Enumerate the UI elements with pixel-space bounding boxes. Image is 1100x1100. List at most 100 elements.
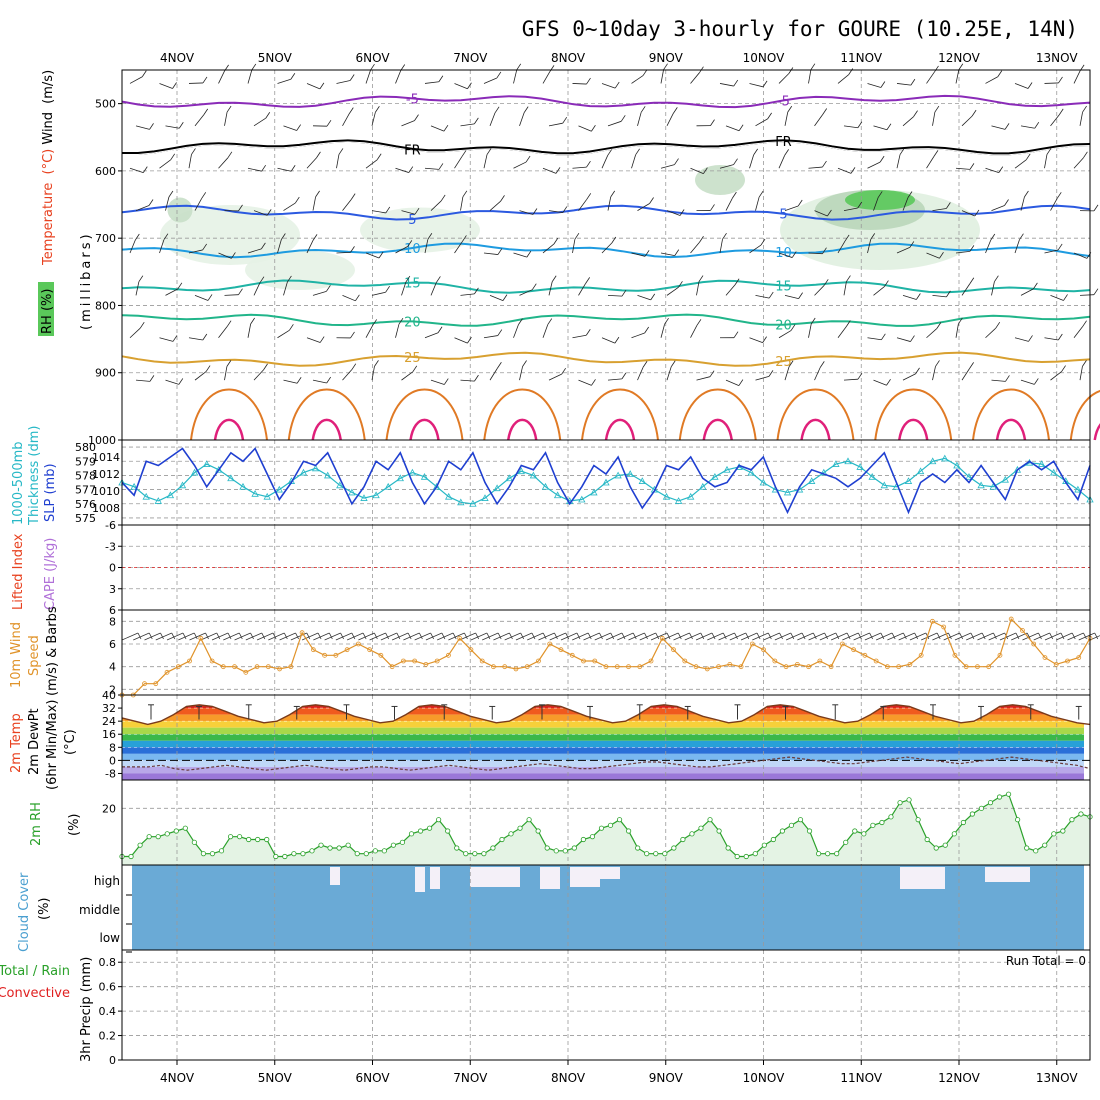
- wind-barb: [1079, 294, 1095, 296]
- wind10m-barb: [189, 632, 206, 641]
- rh2m-point: [1060, 828, 1066, 834]
- wind-barb: [1020, 379, 1035, 385]
- wind10m-barb-flag: [993, 632, 997, 640]
- wind-barb: [1079, 366, 1083, 381]
- wind-barb-flag: [374, 360, 379, 367]
- wind10m-barb-flag: [700, 632, 705, 640]
- rh2m-point: [318, 842, 324, 848]
- thickness-point: [311, 464, 320, 472]
- wind-barb: [725, 125, 740, 132]
- wind10m-barb-flag: [666, 632, 671, 640]
- wind10m-point: [862, 652, 868, 658]
- wind10m-barb-flag: [385, 632, 389, 640]
- wind-barb-flag: [762, 80, 768, 88]
- wind-barb: [784, 366, 790, 381]
- wind10m-point: [468, 647, 474, 653]
- wind-barb: [365, 252, 380, 259]
- wind-barb: [483, 335, 498, 339]
- wind-barb: [1020, 196, 1025, 211]
- wind-barb-flag: [414, 114, 419, 121]
- wind10m-barb-flag: [340, 632, 344, 640]
- wind10m-tick-2: 2: [109, 683, 116, 696]
- wind10m-barb-flag: [711, 632, 716, 640]
- wind10m-barb: [256, 632, 274, 641]
- wind-barb-flag: [1004, 199, 1009, 206]
- wind-barb-flag: [936, 322, 942, 329]
- wind-barb-flag: [969, 277, 975, 284]
- wind-barb-flag: [946, 202, 951, 209]
- wind-barb-flag: [1082, 320, 1087, 327]
- wind-barb: [159, 159, 171, 169]
- upper-tick-1000: 1000: [88, 434, 116, 447]
- thickness-line: [121, 457, 1091, 505]
- wind-barb: [371, 366, 375, 381]
- wind10m-point: [310, 647, 316, 653]
- wind-barb-flag: [822, 247, 827, 254]
- temp-contour-35: [604, 418, 636, 441]
- wind-barb: [607, 294, 623, 297]
- thickness-title2: Thickness (dm): [27, 426, 42, 526]
- thickness-point: [324, 471, 332, 479]
- wind10m-barb: [1067, 632, 1084, 641]
- wind-barb: [755, 118, 768, 127]
- wind-barb-flag: [823, 279, 829, 286]
- wind-barb: [631, 75, 644, 84]
- wind-barb: [808, 69, 812, 84]
- wind-barb-flag: [518, 318, 523, 325]
- rh2m-point: [897, 800, 903, 806]
- wind-barb: [961, 368, 970, 381]
- wind-barb-flag: [443, 378, 449, 385]
- rh2m-point: [454, 845, 460, 851]
- cloud-unit: (%): [37, 898, 52, 921]
- wind10m-barb-flag: [903, 632, 907, 640]
- precip-tick-0.8: 0.8: [99, 956, 117, 969]
- temp2m-tick-24: 24: [102, 715, 116, 728]
- wind10m-point: [907, 662, 913, 667]
- temp-contour-label--5: -5: [777, 94, 790, 109]
- wind10m-barb: [369, 632, 386, 641]
- wind-barb: [401, 371, 414, 381]
- wind-barb: [690, 167, 704, 175]
- rh2m-point: [861, 831, 867, 837]
- wind10m-title2: Speed: [27, 635, 42, 676]
- rh2m-point: [1005, 791, 1012, 797]
- x-label-top-8NOV: 8NOV: [551, 51, 586, 65]
- x-label-bottom-12NOV: 12NOV: [938, 1071, 980, 1085]
- wind-barb: [784, 294, 799, 300]
- temp2m-tick-32: 32: [102, 702, 116, 715]
- temp-contour-30: [972, 388, 1050, 441]
- wind10m-point: [772, 658, 778, 664]
- wind10m-frame: [121, 609, 1091, 696]
- thickness-point: [215, 465, 223, 473]
- wind-barb-flag: [614, 81, 620, 89]
- wind-barb-flag: [969, 245, 975, 252]
- wind-barb-flag: [846, 275, 851, 282]
- wind-barb: [135, 205, 150, 211]
- wind10m-point: [806, 664, 812, 670]
- wind10m-barb: [999, 632, 1017, 641]
- thickness-point: [674, 497, 683, 504]
- wind-barb-flag: [1033, 378, 1039, 385]
- thickness-point: [505, 474, 513, 482]
- wind-barb: [902, 373, 916, 381]
- wind-barb-flag: [1058, 108, 1064, 116]
- wind-barb-flag: [1093, 204, 1099, 212]
- thickness-point: [1074, 485, 1082, 493]
- thickness-tick-579: 579: [75, 455, 96, 468]
- wind-barb: [129, 167, 144, 173]
- rh2m-point: [571, 845, 577, 851]
- temp-contour-35: [507, 418, 538, 441]
- wind-barb: [814, 367, 821, 381]
- precip-title: 3hr Precip (mm): [79, 957, 94, 1062]
- wind10m-barb: [594, 632, 611, 641]
- wind10m-point: [896, 664, 902, 670]
- wind-barb-flag: [607, 149, 613, 156]
- wind-barb-flag: [939, 252, 944, 259]
- wind10m-barb: [1078, 632, 1095, 641]
- wind-barb: [519, 289, 533, 296]
- wind-barb-flag: [326, 119, 332, 127]
- wind-barb: [637, 367, 644, 381]
- rh2m-point: [463, 851, 469, 857]
- rh2m-point: [264, 836, 270, 843]
